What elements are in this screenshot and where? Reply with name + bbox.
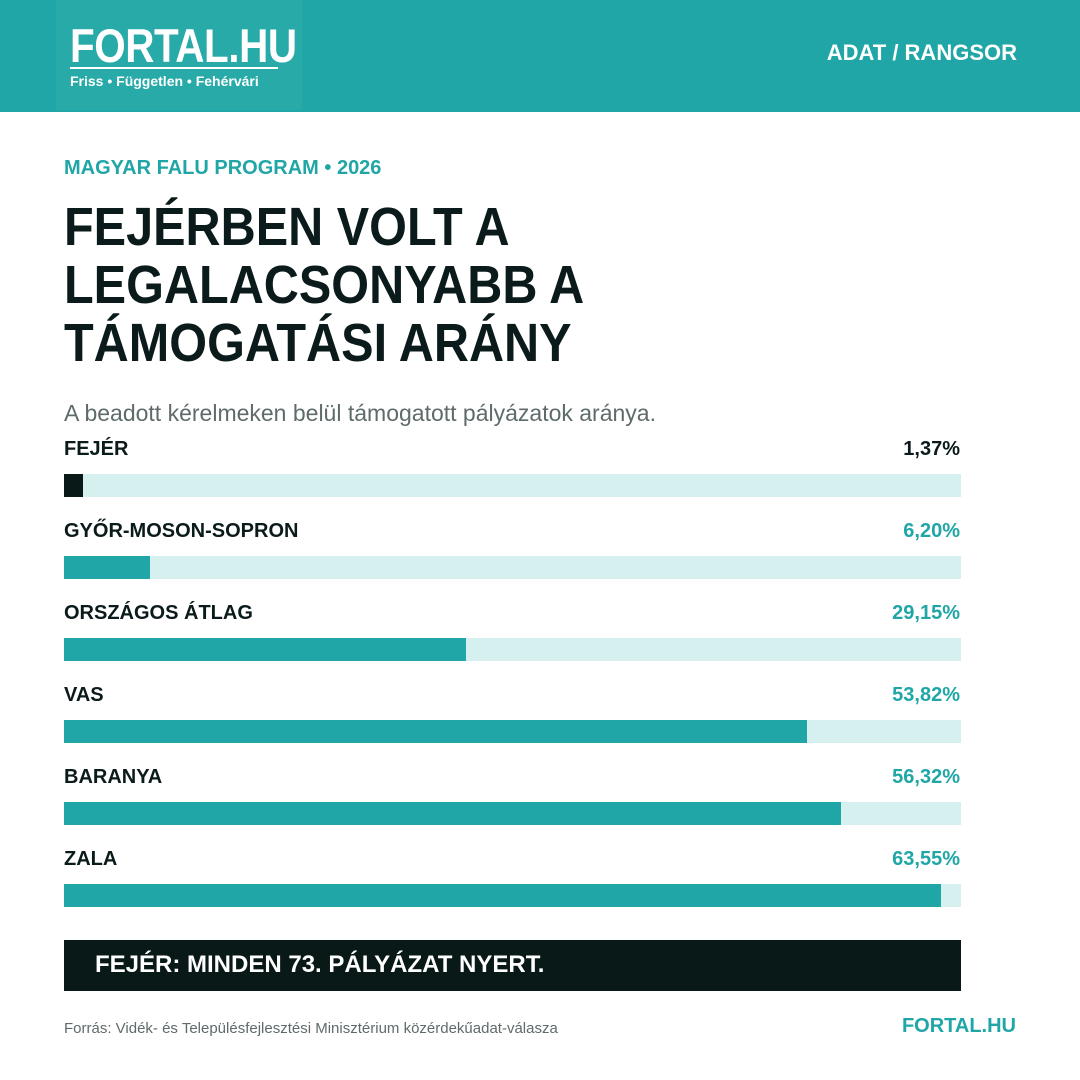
header-bar: FORTAL.HU Friss • Független • Fehérvári … <box>0 0 1080 112</box>
chart-subtitle: A beadott kérelmeken belül támogatott pá… <box>64 400 656 426</box>
callout-box: FEJÉR: MINDEN 73. PÁLYÁZAT NYERT. <box>64 940 961 991</box>
logo-tagline: Friss • Független • Fehérvári <box>70 73 259 89</box>
bar-label: BARANYA <box>64 766 163 788</box>
site-logo[interactable]: FORTAL.HU Friss • Független • Fehérvári <box>56 0 302 110</box>
bar <box>64 720 807 743</box>
bar-track <box>64 474 961 497</box>
bar-track <box>64 802 961 825</box>
bar-label: ZALA <box>64 848 118 870</box>
article-headline: FEJÉRBEN VOLT A LEGALACSONYABB A TÁMOGAT… <box>64 197 583 373</box>
callout-text: FEJÉR: MINDEN 73. PÁLYÁZAT NYERT. <box>95 951 545 978</box>
bar-track <box>64 720 961 743</box>
bar-label: FEJÉR <box>64 438 129 460</box>
section-label: ADAT / RANGSOR <box>826 40 1017 65</box>
bar-track <box>64 638 961 661</box>
bar-value-label: 56,32% <box>892 766 960 788</box>
bar-value-label: 1,37% <box>903 438 960 460</box>
bar <box>64 474 83 497</box>
footer-logo[interactable]: FORTAL.HU <box>901 1015 1016 1037</box>
bar-value-label: 6,20% <box>903 520 960 542</box>
bar-label: VAS <box>64 684 104 706</box>
bar-value-label: 53,82% <box>892 684 960 706</box>
bar <box>64 556 150 579</box>
bar <box>64 802 841 825</box>
bar-track <box>64 884 961 907</box>
bar-label: GYŐR-MOSON-SOPRON <box>64 520 299 542</box>
bar-value-label: 29,15% <box>892 602 960 624</box>
source-note: Forrás: Vidék- és Településfejlesztési M… <box>64 1020 558 1037</box>
bar <box>64 638 466 661</box>
bar-label: ORSZÁGOS ÁTLAG <box>64 602 253 624</box>
bar-track <box>64 556 961 579</box>
bar <box>64 884 941 907</box>
bar-value-label: 63,55% <box>892 848 960 870</box>
article-kicker: MAGYAR FALU PROGRAM • 2026 <box>64 157 382 179</box>
logo-wordmark: FORTAL.HU <box>70 19 297 72</box>
logo-underline <box>70 67 278 69</box>
